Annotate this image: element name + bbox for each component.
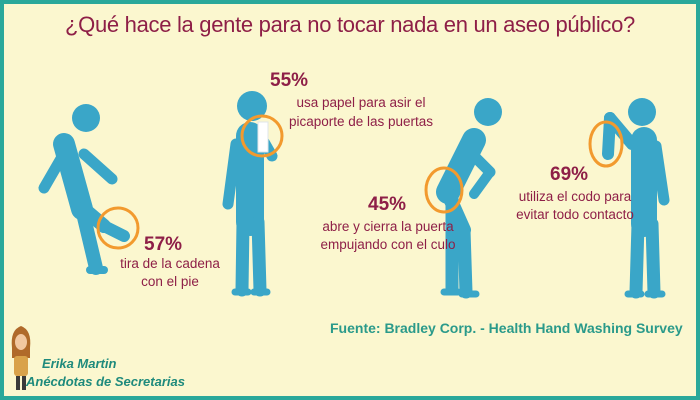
source-credit: Fuente: Bradley Corp. - Health Hand Wash… <box>330 320 683 336</box>
highlight-circle-hand <box>240 114 284 158</box>
caption-paper-handle-line1: usa papel para asir el <box>296 95 426 110</box>
caption-foot-flush-line1: tira de la cadena <box>120 256 220 271</box>
figure-foot-flush <box>38 104 130 275</box>
caption-foot-flush-line2: con el pie <box>141 274 199 289</box>
highlight-circle-elbow <box>588 120 624 168</box>
page-title: ¿Qué hace la gente para no tocar nada en… <box>65 12 635 37</box>
percent-paper-handle: 55% <box>270 70 309 91</box>
figures-layer <box>11 91 670 390</box>
caption-push-bottom-line1: abre y cierra la puerta <box>322 219 454 234</box>
caption-paper-handle-line2: picaporte de las puertas <box>288 114 434 129</box>
caption-push-bottom-line2: empujando con el culo <box>320 237 456 252</box>
highlight-circle-bottom <box>424 166 464 214</box>
caption-elbow-line1: utiliza el codo para <box>518 189 632 204</box>
figure-push-bottom <box>436 98 502 299</box>
percent-push-bottom: 45% <box>368 194 407 215</box>
avatar-illustration <box>11 326 31 390</box>
author-name: Erika Martin <box>42 356 117 371</box>
caption-elbow-line2: evitar todo contacto <box>516 207 634 222</box>
blog-name: Anécdotas de Secretarias <box>26 374 185 389</box>
paper-icon <box>257 121 269 153</box>
highlight-circle-foot <box>96 206 140 250</box>
percent-foot-flush: 57% <box>144 234 183 255</box>
infographic: ¿Qué hace la gente para no tocar nada en… <box>4 4 696 396</box>
percent-elbow: 69% <box>550 164 589 185</box>
